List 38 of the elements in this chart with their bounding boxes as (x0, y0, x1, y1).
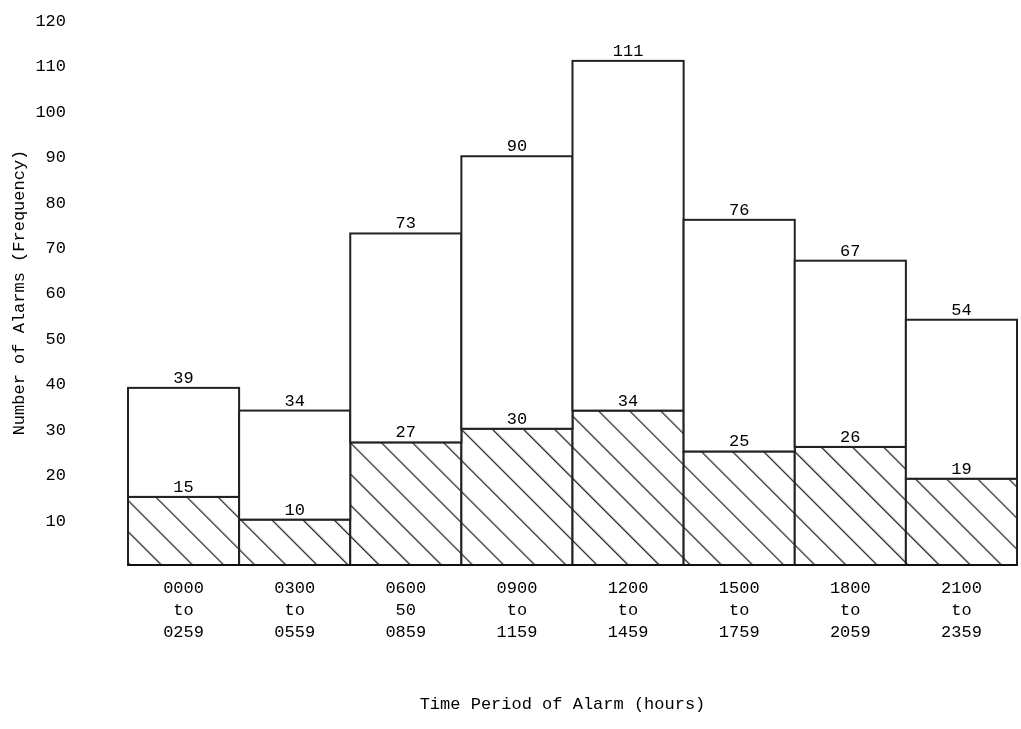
total-label: 67 (840, 241, 861, 261)
data-label: 15 (173, 477, 194, 497)
y-tick-label: 60 (45, 284, 66, 304)
y-tick-label: 110 (35, 57, 66, 77)
y-tick-label: 80 (45, 193, 66, 213)
y-tick-label: 10 (45, 511, 66, 531)
x-axis-title: Time Period of Alarm (hours) (419, 695, 706, 714)
x-tick-label: 1200 to 1459 (607, 579, 649, 642)
y-tick-label: 100 (35, 102, 66, 122)
y-tick-label: 40 (45, 375, 66, 395)
x-tick-label: 1800 to 2059 (829, 579, 871, 642)
total-label: 39 (173, 368, 194, 388)
y-tick-label: 30 (45, 420, 66, 440)
x-tick-label: 0000 to 0259 (163, 579, 204, 642)
total-label: 76 (728, 200, 750, 220)
y-axis-title: Number of Alarms (Frequency) (10, 149, 29, 436)
total-label: 90 (506, 137, 528, 157)
total-label: 34 (284, 391, 305, 411)
data-label: 25 (728, 432, 750, 452)
total-label: 73 (395, 214, 417, 234)
data-label: 26 (840, 427, 861, 447)
total-label: 111 (612, 41, 644, 61)
total-label: 54 (951, 300, 972, 320)
data-label: 19 (951, 459, 972, 479)
y-tick-label: 90 (45, 148, 66, 168)
data-label: 30 (506, 409, 528, 429)
x-tick-label: 1500 to 1759 (718, 579, 760, 642)
y-tick-label: 50 (45, 329, 66, 349)
x-tick-label: 2100 to 2359 (941, 579, 982, 642)
x-tick-label: 0600 50 0859 (385, 579, 427, 642)
data-label: 10 (284, 500, 305, 520)
y-tick-label: 70 (45, 239, 66, 259)
y-tick-label: 20 (45, 466, 66, 486)
x-tick-label: 0300 to 0559 (274, 579, 316, 642)
data-label: 27 (395, 423, 417, 443)
data-label: 34 (617, 391, 639, 411)
y-tick-label: 120 (35, 11, 66, 31)
x-tick-label: 0900 to 1159 (496, 579, 538, 642)
